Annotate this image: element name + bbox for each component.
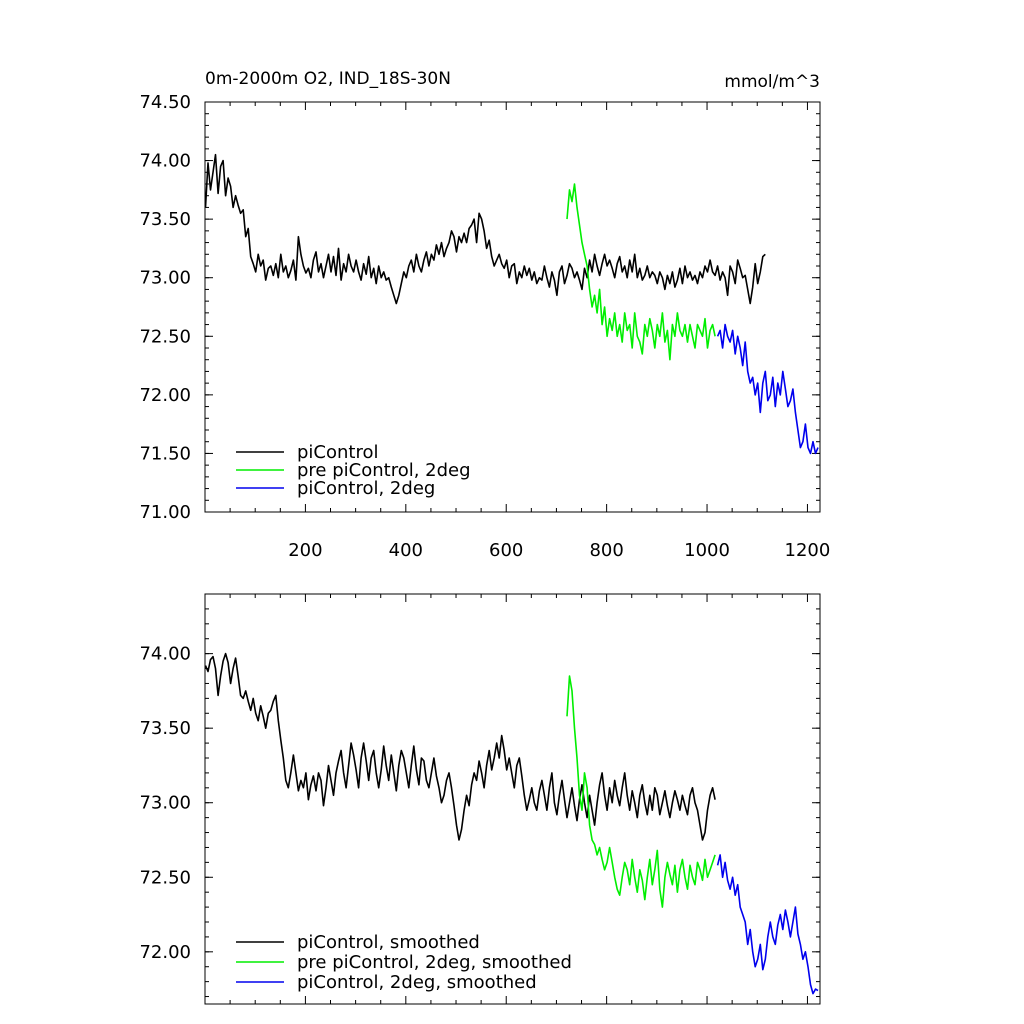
top-series-line-2	[716, 323, 819, 455]
bottom-series-line-0	[204, 652, 716, 841]
bottom-series-line-2	[716, 854, 819, 995]
top-ytick-label: 74.00	[139, 151, 191, 172]
top-xtick-label: 1200	[785, 540, 831, 561]
top-xtick-label: 200	[288, 540, 322, 561]
bottom-ytick-label: 73.50	[139, 718, 191, 739]
top-legend-label: piControl, 2deg	[297, 478, 435, 499]
bottom-ytick-label: 72.50	[139, 867, 191, 888]
top-ytick-label: 72.00	[139, 385, 191, 406]
bottom-legend-label: pre piControl, 2deg, smoothed	[297, 952, 572, 973]
top-series-line-1	[566, 183, 716, 361]
top-panel-title-left: 0m-2000m O2, IND_18S-30N	[205, 69, 451, 89]
top-ytick-label: 73.00	[139, 268, 191, 289]
bottom-series-line-1	[566, 675, 716, 908]
bottom-legend-label: piControl, 2deg, smoothed	[297, 972, 537, 993]
top-plot-frame	[204, 101, 821, 513]
top-ytick-label: 73.50	[139, 209, 191, 230]
top-legend-label: piControl	[297, 442, 379, 463]
top-panel-units-label: mmol/m^3	[724, 72, 820, 92]
top-xtick-label: 400	[389, 540, 423, 561]
bottom-plot-frame	[204, 593, 821, 1005]
top-xtick-label: 800	[589, 540, 623, 561]
top-panel: 0m-2000m O2, IND_18S-30N mmol/m^3 71.00 7…	[139, 69, 830, 561]
bottom-ytick-label: 72.00	[139, 942, 191, 963]
bottom-ytick-label: 73.00	[139, 793, 191, 814]
top-xtick-label: 1000	[684, 540, 730, 561]
top-ytick-label: 72.50	[139, 326, 191, 347]
bottom-legend-label: piControl, smoothed	[297, 932, 480, 953]
bottom-panel: 72.00 72.50 73.00 73.50 74.00 piControl, smo…	[139, 593, 821, 1005]
top-legend-label: pre piControl, 2deg	[297, 460, 471, 481]
top-ytick-label: 71.00	[139, 502, 191, 523]
top-series-line-0	[204, 153, 766, 305]
bottom-ytick-label: 74.00	[139, 644, 191, 665]
top-ytick-label: 74.50	[139, 92, 191, 113]
top-ytick-label: 71.50	[139, 443, 191, 464]
top-xtick-label: 600	[489, 540, 523, 561]
